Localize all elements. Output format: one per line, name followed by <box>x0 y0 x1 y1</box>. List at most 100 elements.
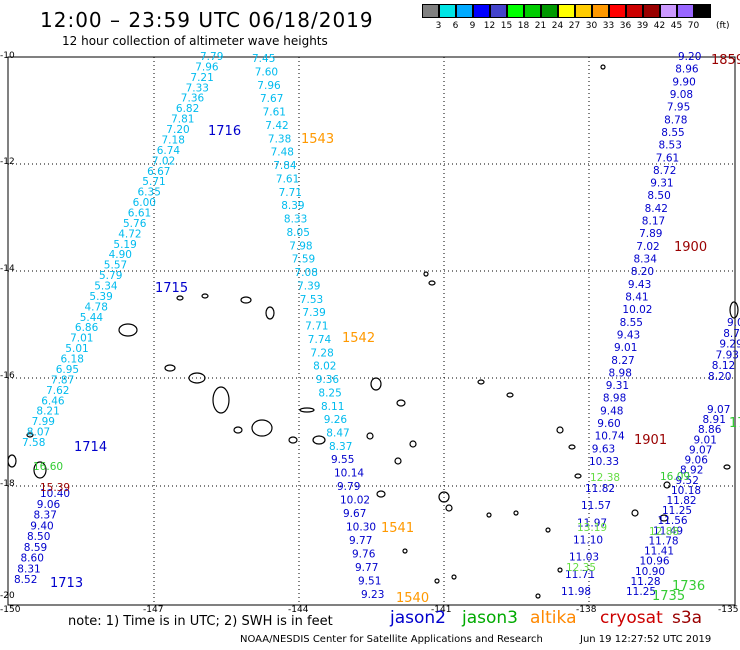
wave-height-value: 9.52 <box>676 475 699 487</box>
wave-height-value: 11.41 <box>644 546 674 558</box>
wave-height-value: 7.20 <box>166 124 189 136</box>
wave-height-value: 9.77 <box>355 562 378 574</box>
lon-label: -141 <box>431 605 451 615</box>
legend-swatch <box>541 4 558 18</box>
wave-height-value: 8.60 <box>21 553 44 565</box>
wave-height-value: 7.81 <box>171 114 194 126</box>
island-outline <box>188 372 206 384</box>
lat-label: -16 <box>0 371 15 381</box>
island-outline <box>265 306 275 320</box>
wave-height-value: 8.78 <box>664 114 687 126</box>
wave-height-value: 9.40 <box>30 520 53 532</box>
wave-height-value: 7.61 <box>656 152 679 164</box>
wave-height-value: 11.82 <box>585 483 615 495</box>
wave-height-value: 8.34 <box>634 254 658 266</box>
island-outline <box>396 399 406 407</box>
wave-height-value: 9.43 <box>617 329 640 341</box>
wave-height-value: 8.12 <box>712 360 735 372</box>
time-1716: 1716 <box>208 124 241 139</box>
wave-height-value: 9.76 <box>352 549 376 561</box>
wave-height-value: 5.34 <box>94 281 118 293</box>
wave-height-value: 5.44 <box>80 312 104 324</box>
legend-tick-label: 36 <box>619 21 632 31</box>
wave-height-value: 7.28 <box>310 347 333 359</box>
wave-height-value: 7.79 <box>200 51 223 63</box>
wave-height-value: 8.7 <box>723 328 740 340</box>
island-outline <box>506 392 514 398</box>
wave-height-value: 8.72 <box>653 165 676 177</box>
time-1900: 1900 <box>674 240 707 255</box>
wave-height-value: 7.18 <box>162 135 185 147</box>
time-1542: 1542 <box>342 331 375 346</box>
legend-swatch <box>643 4 660 18</box>
wave-height-value: 7.02 <box>152 155 175 167</box>
wave-height-value: 9.79 <box>337 481 360 493</box>
wave-height-value: 8.55 <box>661 127 684 139</box>
wave-height-value: 7.89 <box>639 228 662 240</box>
legend-swatch <box>626 4 643 18</box>
legend-tick-label: 24 <box>551 21 564 31</box>
time-1901: 1901 <box>634 433 667 448</box>
legend-tick-label: 12 <box>483 21 496 31</box>
island-outline <box>545 527 551 533</box>
wave-height-value: 7.08 <box>295 267 318 279</box>
value-16-09: 16.09 <box>660 471 690 483</box>
legend-swatch <box>490 4 507 18</box>
island-outline <box>409 440 417 448</box>
legend-tick-label: 70 <box>687 21 700 31</box>
island-outline <box>574 473 582 479</box>
legend-swatch <box>575 4 592 18</box>
wave-height-value: 7.42 <box>265 120 288 132</box>
wave-height-value: 11.10 <box>573 535 603 547</box>
legend-swatch <box>592 4 609 18</box>
lat-label: -14 <box>0 264 15 274</box>
island-outline <box>251 419 273 437</box>
wave-height-value: 9.55 <box>331 454 354 466</box>
island-outline <box>513 510 519 516</box>
wave-height-value: 7.98 <box>289 240 312 252</box>
island-outline <box>445 504 453 512</box>
lat-label: -12 <box>0 157 15 167</box>
legend-swatch <box>422 4 439 18</box>
wave-height-value: 9.51 <box>358 576 381 588</box>
wave-height-value: 8.11 <box>321 401 344 413</box>
legend-tick-label: 27 <box>568 21 581 31</box>
island-outline <box>451 574 457 580</box>
time-1714: 1714 <box>74 440 107 455</box>
wave-height-value: 10.96 <box>640 556 670 568</box>
wave-height-value: 6.82 <box>176 103 199 115</box>
wave-height-value: 9.01 <box>694 434 717 446</box>
wave-height-value: 7.74 <box>308 334 332 346</box>
wave-height-value: 7.59 <box>292 254 315 266</box>
wave-height-value: 8.41 <box>625 292 648 304</box>
wave-height-value: 8.33 <box>284 214 307 226</box>
wave-height-value: 9.63 <box>592 443 615 455</box>
wave-height-value: 6.18 <box>61 354 84 366</box>
wave-height-value: 10.02 <box>340 495 370 507</box>
wave-height-value: 11.97 <box>577 517 607 529</box>
wave-height-value: 8.21 <box>36 406 59 418</box>
wave-height-value: 9.06 <box>37 499 61 511</box>
page-title: 12:00 – 23:59 UTC 06/18/2019 <box>40 8 374 32</box>
island-outline <box>659 514 669 522</box>
wave-height-value: 7.96 <box>195 61 219 73</box>
island-outline <box>557 567 563 573</box>
track-1540-1541: 9.5510.149.7910.029.6710.309.779.769.779… <box>331 454 384 601</box>
wave-height-value: 7.33 <box>186 82 209 94</box>
legend-tick-label: 21 <box>534 21 547 31</box>
wave-height-value: 8.31 <box>17 563 40 575</box>
island-outline <box>201 293 209 299</box>
wave-height-value: 7.38 <box>268 133 291 145</box>
wave-height-value: 8.53 <box>659 140 682 152</box>
island-outline <box>376 490 386 498</box>
wave-height-value: 9.06 <box>685 455 709 467</box>
wave-height-value: 8.20 <box>631 266 654 278</box>
time-1540: 1540 <box>396 591 429 606</box>
wave-height-value: 7.87 <box>51 374 74 386</box>
wave-height-value: 7.02 <box>636 241 659 253</box>
wave-height-value: 7.39 <box>297 280 320 292</box>
island-outline <box>33 461 47 479</box>
island-outline <box>568 444 576 450</box>
island-outline <box>600 64 606 70</box>
wave-height-value: 8.96 <box>675 64 699 76</box>
